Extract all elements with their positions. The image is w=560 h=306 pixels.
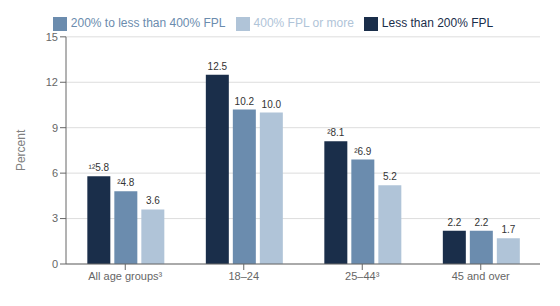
svg-text:2.2: 2.2 [474,217,488,228]
svg-text:5.2: 5.2 [383,171,397,182]
svg-text:45 and over: 45 and over [452,270,510,282]
svg-text:3: 3 [52,212,58,224]
svg-text:10.2: 10.2 [235,96,255,107]
svg-text:6: 6 [52,167,58,179]
svg-text:Percent: Percent [14,129,28,171]
html-text:400% FPL or more: 400% FPL or more [253,16,354,30]
svg-text:3.6: 3.6 [146,195,160,206]
html-text:Less than 200% FPL: Less than 200% FPL [381,16,494,30]
html-text:200% to less than 400% FPL: 200% to less than 400% FPL [70,16,226,30]
svg-text:All age groups³: All age groups³ [88,270,162,282]
svg-text:25–44³: 25–44³ [345,270,380,282]
svg-text:9: 9 [52,122,58,134]
svg-text:12: 12 [46,76,58,88]
svg-text:12.5: 12.5 [208,61,228,72]
svg-text:²6.9: ²6.9 [354,146,372,157]
svg-text:0: 0 [52,258,58,270]
svg-text:18–24: 18–24 [228,270,259,282]
svg-text:2.2: 2.2 [447,217,461,228]
svg-text:²4.8: ²4.8 [117,177,135,188]
svg-text:15: 15 [46,31,58,43]
svg-text:²8.1: ²8.1 [327,127,345,138]
svg-text:1.7: 1.7 [501,224,515,235]
svg-text:¹²5.8: ¹²5.8 [89,162,110,173]
svg-text:10.0: 10.0 [262,99,282,110]
